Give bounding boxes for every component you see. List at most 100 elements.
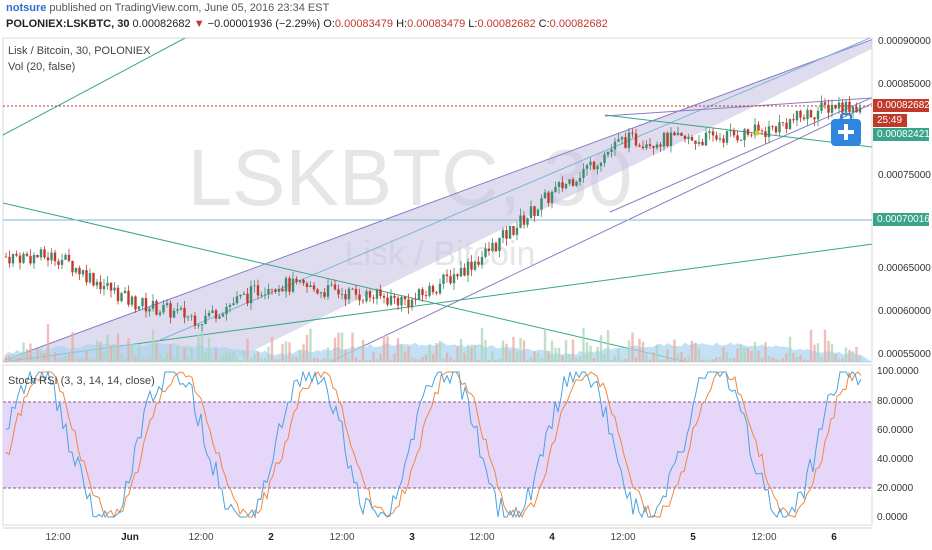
volume-bar — [204, 352, 207, 362]
candle-body — [53, 252, 57, 262]
volume-bar — [624, 358, 627, 362]
trendline-ascending[interactable] — [3, 243, 880, 362]
volume-bar — [512, 336, 515, 362]
candle-body — [431, 285, 435, 293]
chart-header: notsure published on TradingView.com, Ju… — [0, 0, 932, 38]
volume-bar — [438, 341, 442, 362]
volume-bar — [529, 357, 533, 362]
candle-body — [540, 198, 543, 210]
candle-body — [22, 253, 25, 263]
volume-bar — [599, 335, 603, 362]
candle-body — [718, 138, 722, 140]
volume-bar — [659, 359, 662, 362]
candle-body — [211, 310, 214, 314]
volume-bar — [407, 346, 410, 362]
volume-bar — [627, 340, 631, 362]
candle-body — [785, 122, 788, 129]
volume-bar — [687, 355, 690, 362]
volume-bar — [102, 351, 106, 362]
volume-bar — [74, 358, 78, 362]
volume-bar — [669, 359, 673, 362]
volume-bar — [253, 353, 256, 362]
candle-body — [85, 270, 88, 283]
candle-body — [312, 285, 316, 290]
price-change: −0.00001936 (−2.29%) — [207, 18, 321, 30]
candle-body — [326, 285, 330, 297]
candle-body — [680, 132, 683, 136]
candle-body — [561, 182, 564, 189]
volume-bar — [424, 354, 428, 362]
candle-body — [512, 225, 515, 235]
candle-body — [620, 137, 624, 140]
volume-bar — [214, 348, 218, 362]
volume-bar — [645, 352, 648, 362]
candle-body — [25, 253, 29, 256]
candle-body — [515, 227, 519, 235]
candle-body — [372, 297, 375, 299]
candle-body — [190, 315, 193, 317]
candle-body — [43, 249, 46, 258]
close-value: 0.00082682 — [549, 18, 608, 30]
rsi-title: Stoch RSI (3, 3, 14, 14, close) — [8, 375, 155, 387]
candle-body — [57, 261, 60, 265]
candle-body — [421, 289, 424, 296]
time-axis-label: 12:00 — [751, 532, 777, 543]
candle-body — [624, 137, 627, 148]
trendline-upper-left[interactable] — [3, 38, 186, 136]
candle-body — [46, 257, 50, 261]
channel-upper-line[interactable] — [4, 33, 890, 361]
candle-body — [659, 144, 662, 147]
last-price: 0.00082682 — [132, 18, 191, 30]
candle-body — [631, 132, 634, 134]
candle-body — [841, 102, 844, 113]
candle-body — [452, 274, 456, 284]
volume-bar — [50, 359, 53, 362]
volume-bar — [484, 339, 487, 362]
channel-bottom-segment[interactable] — [609, 95, 878, 213]
candle-body — [179, 307, 183, 310]
candle-body — [855, 106, 858, 113]
volume-bar — [610, 359, 613, 362]
candle-body — [792, 119, 795, 121]
price-axis-label: 0.00090000 — [878, 36, 931, 47]
volume-bar — [358, 359, 361, 362]
candle-body — [228, 304, 232, 307]
volume-bar — [298, 349, 302, 362]
candle-body — [834, 104, 837, 109]
volume-bar — [613, 355, 617, 362]
candle-body — [151, 300, 155, 309]
author-link[interactable]: notsure — [6, 2, 47, 14]
volume-bar — [554, 347, 557, 362]
candle-body — [333, 284, 337, 290]
candle-body — [596, 165, 599, 170]
candle-body — [393, 295, 396, 298]
candle-body — [358, 294, 361, 301]
volume-bar — [547, 350, 550, 362]
pane-title: Lisk / Bitcoin, 30, POLONIEX — [8, 45, 151, 57]
candle-body — [389, 295, 393, 305]
time-axis-label: 12:00 — [469, 532, 495, 543]
candle-body — [368, 291, 372, 298]
volume-bar — [260, 358, 263, 362]
candle-body — [466, 261, 470, 276]
volume-bar — [414, 358, 417, 362]
volume-bar — [743, 347, 746, 362]
volume-bar — [151, 329, 155, 362]
volume-bar — [92, 359, 95, 362]
candle-body — [715, 135, 718, 140]
candle-body — [438, 283, 442, 294]
candle-body — [344, 294, 347, 300]
candle-body — [690, 137, 694, 141]
volume-bar — [781, 358, 785, 362]
volume-bar — [571, 339, 575, 362]
candle-body — [764, 131, 767, 138]
volume-bar — [375, 358, 379, 362]
volume-bar — [736, 348, 739, 362]
channel-lower-line[interactable] — [329, 95, 890, 362]
volume-bar — [263, 357, 267, 362]
volume-bar — [386, 336, 389, 362]
candle-body — [232, 303, 235, 305]
candle-body — [144, 298, 148, 312]
channel-top-segment[interactable] — [604, 97, 872, 117]
